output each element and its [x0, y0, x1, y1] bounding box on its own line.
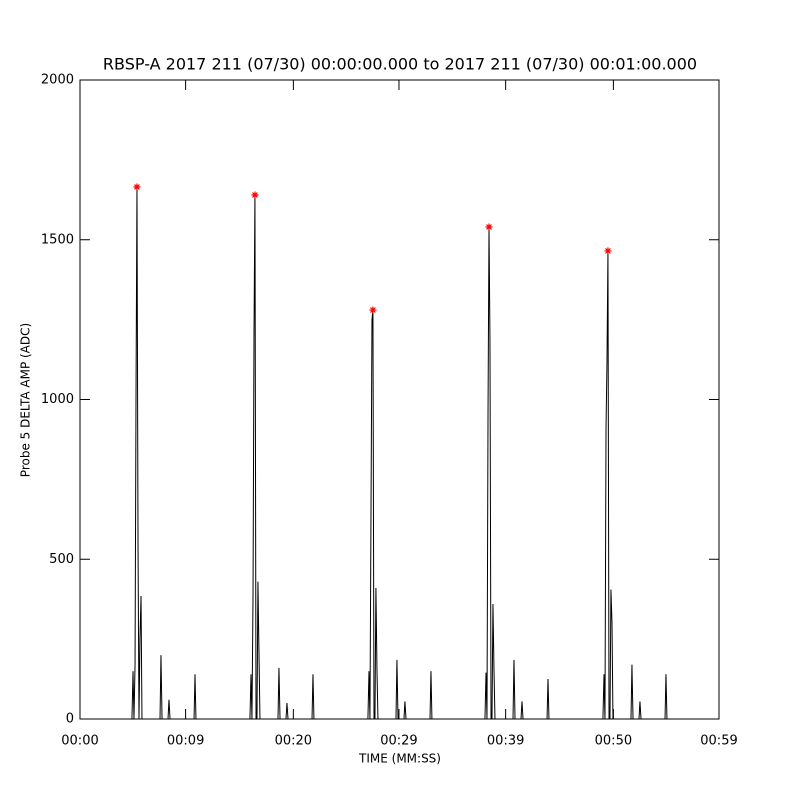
- chart-title: RBSP-A 2017 211 (07/30) 00:00:00.000 to …: [103, 55, 697, 74]
- x-tick-label: 00:50: [595, 734, 632, 749]
- x-tick-label: 00:29: [380, 734, 417, 749]
- y-tick-label: 1500: [41, 232, 74, 247]
- y-tick-label: 0: [66, 712, 74, 727]
- y-axis-label: Probe 5 DELTA AMP (ADC): [19, 323, 33, 477]
- x-tick-label: 00:39: [487, 734, 524, 749]
- x-tick-label: 00:20: [275, 734, 312, 749]
- peak-marker: [133, 183, 141, 191]
- peak-marker: [604, 247, 612, 255]
- peak-marker: [485, 223, 493, 231]
- y-tick-label: 1000: [41, 392, 74, 407]
- x-tick-label: 00:00: [61, 734, 98, 749]
- x-tick-label: 00:09: [167, 734, 204, 749]
- peak-marker: [369, 306, 377, 314]
- peak-marker: [251, 191, 259, 199]
- x-axis-label: TIME (MM:SS): [358, 752, 441, 766]
- y-tick-label: 500: [49, 552, 74, 567]
- data-line: [117, 187, 718, 720]
- y-tick-label: 2000: [41, 73, 74, 88]
- x-tick-label: 00:59: [700, 734, 737, 749]
